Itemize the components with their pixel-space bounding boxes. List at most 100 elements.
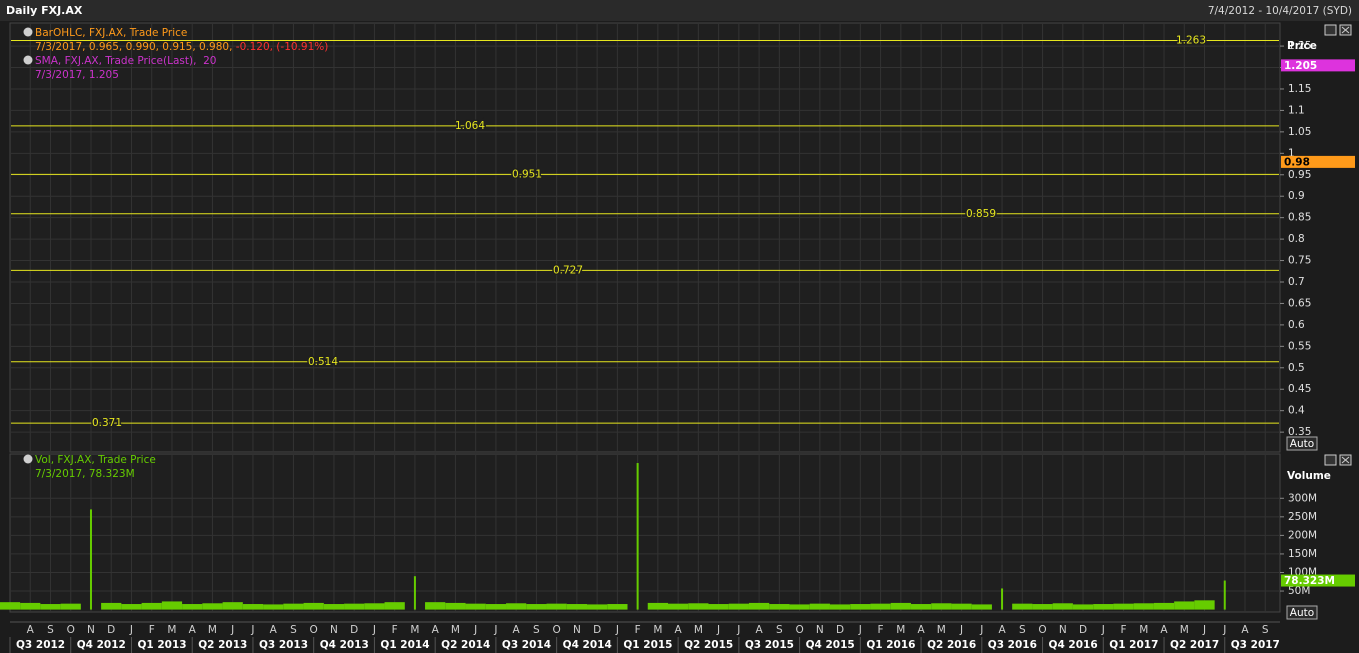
volume-bar [425,602,446,610]
volume-bar [364,603,385,610]
x-tick-label: M [1139,624,1148,636]
volume-bar [1052,603,1073,610]
x-tick-label: O [795,624,803,636]
x-tick-label: F [392,624,398,636]
volume-bar [546,603,567,610]
quarter-label: Q1 2017 [1109,639,1158,651]
volume-tag-label: 78.323M [1284,575,1335,587]
legend-icon[interactable] [23,27,33,37]
x-tick-label: J [959,624,963,636]
x-tick-label: A [270,624,278,636]
volume-bar [0,602,21,610]
volume-bar [283,603,304,610]
volume-bar [829,604,851,610]
x-tick-label: F [1121,624,1127,636]
x-tick-label: S [1262,624,1269,636]
y-tick-label: 300M [1288,492,1317,504]
x-tick-label: M [694,624,703,636]
maximize-button[interactable] [1324,454,1337,466]
x-tick-label: J [372,624,376,636]
volume-bar [263,604,284,610]
legend-change: -0.120, (-10.91%) [236,41,329,53]
y-tick-label: 250M [1288,511,1317,523]
close-icon [1341,26,1350,34]
scale-button[interactable] [1286,436,1318,451]
x-tick-label: J [1101,624,1105,636]
maximize-button[interactable] [1324,24,1337,36]
legend-icon[interactable] [23,454,33,464]
x-tick-label: J [979,624,983,636]
quarter-label: Q3 2014 [502,639,551,651]
y-tick-label: 1.15 [1288,83,1311,95]
legend-detail: 7/3/2017, 1.205 [35,69,119,81]
volume-bar [485,604,507,610]
plots: 0.3710.5140.7270.8590.9511.0641.2630.981… [0,33,1355,610]
legend-icon[interactable] [23,55,33,65]
y-tick-label: 0.7 [1288,276,1305,288]
volume-bar [688,603,709,610]
volume-bar [40,604,61,610]
volume-bar [344,603,365,610]
x-tick-label: D [350,624,358,636]
x-tick-label: A [432,624,440,636]
x-tick-label: A [675,624,683,636]
y-tick-label: 1 [1288,147,1295,159]
x-tick-label: N [330,624,338,636]
volume-bar [222,602,243,610]
y-tick-label: 0.4 [1288,405,1305,417]
level-label: 0.859 [966,208,996,220]
y-tick-label: 0.65 [1288,297,1311,309]
y-tick-label: 0.85 [1288,212,1311,224]
volume-bar [445,602,466,610]
y-tick-label: 200M [1288,529,1317,541]
level-label: 1.263 [1176,35,1206,47]
volume-bar [121,604,142,610]
quarter-label: Q4 2012 [77,639,126,651]
volume-bar [89,509,92,610]
scale-button-label[interactable]: Auto [1290,438,1314,450]
x-tick-label: A [756,624,764,636]
legend-detail: 7/3/2017, 0.965, 0.990, 0.915, 0.980, -0… [35,41,328,53]
volume-bar [1032,604,1053,610]
x-tick-label: D [836,624,844,636]
x-tick-label: M [208,624,217,636]
header-range: 7/4/2012 - 10/4/2017 (SYD) [1208,5,1352,17]
volume-bar [789,604,810,610]
quarter-label: Q3 2013 [259,639,308,651]
level-label: 0.951 [512,168,542,180]
volume-bar [1194,600,1215,610]
volume-bar [667,603,689,610]
x-tick-label: A [513,624,521,636]
x-tick-label: J [1222,624,1226,636]
x-tick-label: J [858,624,862,636]
level-label: 0.727 [553,264,583,276]
scale-button-label[interactable]: Auto [1290,607,1314,619]
price-tag-label: 1.205 [1284,60,1317,72]
volume-bar [809,603,830,610]
quarter-label: Q1 2013 [137,639,186,651]
level-label: 0.514 [308,356,338,368]
x-tick-label: A [27,624,35,636]
volume-bar [303,602,324,610]
x-tick-label: F [878,624,884,636]
x-tick-label: A [189,624,197,636]
volume-bar [526,604,547,610]
x-tick-label: A [917,624,925,636]
volume-bar [870,603,891,610]
x-tick-label: J [493,624,497,636]
volume-bar [1133,603,1154,610]
scale-button[interactable] [1286,605,1318,620]
x-tick-label: M [167,624,176,636]
volume-bar [587,604,608,610]
volume-bar [971,604,992,610]
volume-bar [506,603,527,610]
volume-bar [636,463,639,610]
volume-bar [1093,604,1114,610]
x-tick-label: M [937,624,946,636]
x-tick-label: S [1019,624,1026,636]
volume-bar [728,603,749,610]
axis-title: Volume [1287,470,1331,482]
x-tick-label: M [410,624,419,636]
y-tick-label: 1.25 [1288,40,1311,52]
